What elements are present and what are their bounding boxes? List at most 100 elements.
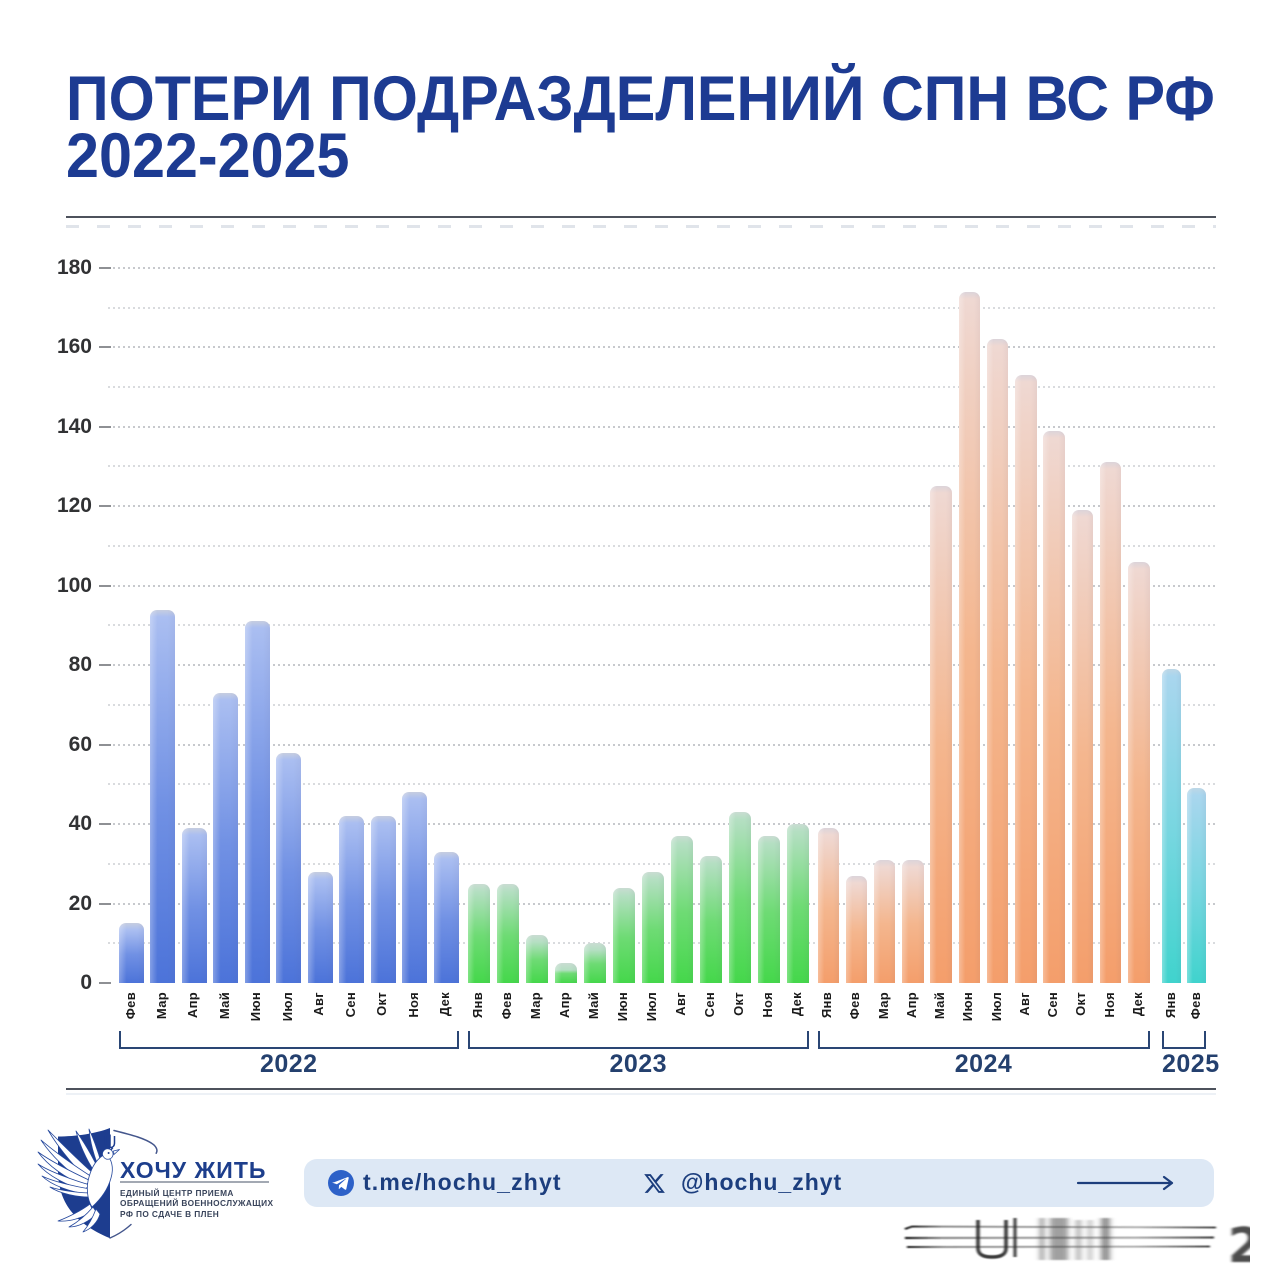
blurred-watermark: 2 [904,1218,1250,1270]
gridline-80 [108,664,1216,667]
y-axis-label-40: 40 [68,812,92,836]
bar-2023-Дек [786,824,809,983]
year-label-2025: 2025 [1162,1050,1220,1078]
month-label-2022-Июл: Июл [279,992,295,1022]
x-link[interactable]: @hochu_zhyt [681,1169,843,1195]
title-divider [66,216,1216,218]
bar-2024-Апр [902,859,924,983]
gridline-140 [108,425,1216,428]
month-label-2025-Янв: Янв [1162,992,1178,1019]
bar-2024-Окт [1071,510,1094,983]
bar-2024-Фев [845,875,868,983]
bar-2024-Июл [986,339,1009,983]
gridline-120 [108,505,1216,508]
bar-2022-Сен [339,816,365,983]
y-tick-60 [99,743,111,746]
bar-2022-Май [213,692,239,983]
bar-2022-Июл [276,752,302,983]
gridline-110 [108,544,1216,547]
month-label-2022-Апр: Апр [185,992,201,1019]
month-label-2024-Июл: Июл [988,992,1004,1022]
gridline-60 [108,743,1216,746]
y-tick-160 [99,346,111,349]
bar-2022-Апр [181,828,207,983]
y-axis-label-0: 0 [80,971,92,994]
month-label-2023-Янв: Янв [470,992,485,1019]
svg-text:2: 2 [1228,1218,1250,1270]
y-axis-label-180: 180 [56,255,92,279]
gridline-50 [108,783,1216,786]
month-label-2022-Мар: Мар [153,992,169,1020]
gridline-130 [108,465,1216,468]
y-tick-0 [99,982,111,984]
month-label-2025-Фев: Фев [1187,992,1203,1020]
shield-right-outline [113,1129,158,1154]
month-label-2022-Ноя: Ноя [405,992,421,1018]
footer-divider [66,1088,1216,1090]
logo-divider [120,1181,269,1183]
bar-2022-Фев [119,923,144,983]
bar-2025-Янв [1162,669,1181,983]
bar-2022-Мар [150,609,176,983]
y-tick-120 [99,505,111,508]
hochu-zhyt-logo [37,1128,158,1239]
bar-2024-Янв [817,828,839,983]
y-axis-label-100: 100 [56,573,92,597]
month-label-2024-Янв: Янв [819,992,835,1019]
y-axis-label-60: 60 [68,732,92,756]
bar-2024-Дек [1128,561,1150,983]
x-twitter-icon[interactable] [643,1172,666,1195]
bar-2023-Фев [496,883,519,983]
bar-2022-Июн [244,621,270,983]
y-tick-40 [99,823,111,826]
gridline-170 [108,306,1216,309]
footer-divider-shadow [66,1093,1216,1095]
bar-2022-Окт [370,816,396,983]
gridline-160 [108,346,1216,349]
y-axis-label-80: 80 [68,653,92,677]
month-label-2023-Июл: Июл [643,992,659,1022]
bar-2022-Ноя [402,792,428,983]
month-label-2024-Ноя: Ноя [1101,992,1117,1018]
telegram-icon[interactable] [328,1170,354,1196]
y-axis-label-160: 160 [56,335,92,359]
gridline-40 [108,823,1216,826]
month-label-2022-Фев: Фев [122,992,138,1020]
month-label-2024-Мар: Мар [875,992,891,1020]
bar-2023-Янв [468,883,490,983]
bar-2024-Июн [958,291,981,983]
bar-2024-Май [930,486,952,983]
year-bracket-2022 [119,1031,459,1049]
month-label-2023-Сен: Сен [701,992,717,1018]
arrow-right-icon[interactable] [1076,1173,1176,1193]
year-bracket-2023 [468,1031,809,1049]
gridline-150 [108,386,1216,388]
bar-2023-Май [583,943,606,983]
bar-2023-Июн [612,887,635,983]
logo-subtitle: ЕДИНЫЙ ЦЕНТР ПРИЕМА ОБРАЩЕНИЙ ВОЕННОСЛУЖ… [120,1188,274,1219]
y-axis-label-20: 20 [68,891,92,915]
month-label-2023-Окт: Окт [730,992,746,1016]
bar-2025-Фев [1187,788,1206,983]
y-tick-180 [99,266,111,269]
telegram-link[interactable]: t.me/hochu_zhyt [363,1169,562,1195]
month-label-2024-Апр: Апр [903,992,919,1019]
bar-2023-Окт [728,812,751,983]
bar-2024-Мар [873,859,896,983]
month-label-2022-Сен: Сен [342,992,358,1018]
gridline-30 [108,862,1216,865]
bar-2022-Авг [307,871,333,983]
bar-2023-Ноя [757,835,780,983]
month-label-2022-Июн: Июн [248,992,264,1022]
month-label-2024-Окт: Окт [1073,992,1089,1016]
y-tick-100 [99,584,111,587]
month-label-2024-Авг: Авг [1016,992,1032,1016]
month-label-2023-Мар: Мар [527,992,543,1020]
y-tick-140 [99,425,111,428]
title-line1: ПОТЕРИ ПОДРАЗДЕЛЕНИЙ СПН ВС РФ [66,64,1215,134]
month-label-2023-Фев: Фев [498,992,514,1020]
month-label-2023-Май: Май [585,992,601,1020]
month-label-2023-Июн: Июн [614,992,630,1022]
month-label-2023-Дек: Дек [788,992,804,1017]
